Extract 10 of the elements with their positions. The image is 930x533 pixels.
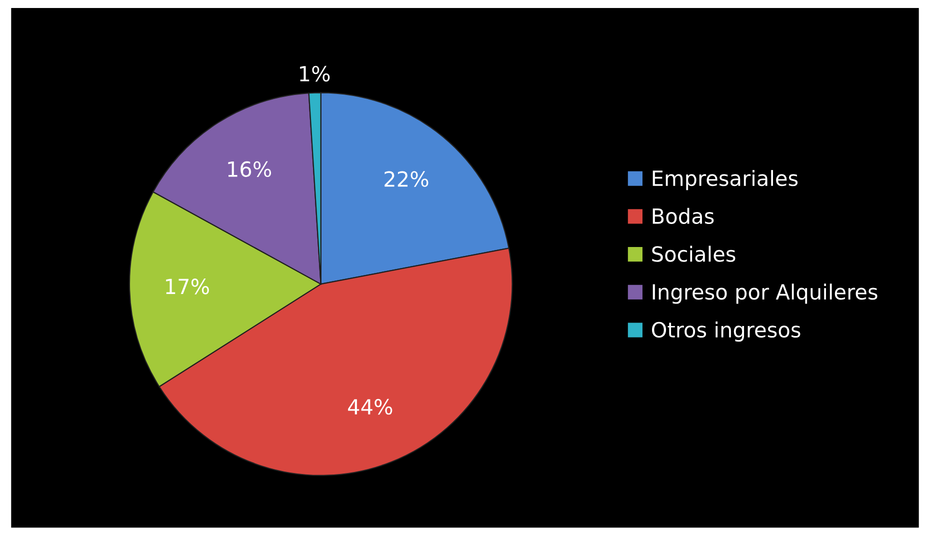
data-label: 1% [300, 66, 330, 82]
legend-label: Otros ingresos [652, 322, 800, 342]
legend-label: Bodas [652, 208, 714, 224]
legend-label: Ingreso por Alquileres [652, 284, 878, 304]
legend-label: Sociales [652, 246, 736, 262]
data-label: 22% [384, 171, 428, 187]
data-label: 16% [228, 161, 272, 177]
data-label: 44% [348, 398, 392, 415]
legend-label: Empresariales [652, 170, 798, 190]
data-label: 17% [166, 278, 209, 294]
